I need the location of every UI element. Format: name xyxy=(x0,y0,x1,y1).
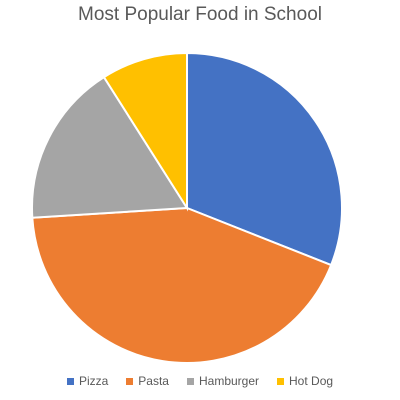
legend-item-pizza: Pizza xyxy=(66,374,109,388)
legend: Pizza Pasta Hamburger Hot Dog xyxy=(0,374,400,388)
chart-title: Most Popular Food in School xyxy=(78,4,322,25)
legend-label: Hot Dog xyxy=(289,374,334,388)
legend-item-hot-dog: Hot Dog xyxy=(277,374,333,388)
legend-label: Pizza xyxy=(78,374,109,388)
pie-slice-pizza xyxy=(186,51,343,267)
legend-swatch xyxy=(277,377,285,385)
pie-slice-hot-dog xyxy=(102,51,188,212)
legend-label: Hamburger xyxy=(198,374,260,388)
legend-swatch xyxy=(186,377,194,385)
legend-swatch xyxy=(126,377,134,385)
legend-item-pasta: Pasta xyxy=(126,374,169,388)
pie-slice-pasta xyxy=(31,206,333,364)
legend-label: Pasta xyxy=(138,374,169,388)
legend-swatch xyxy=(66,377,74,385)
legend-item-hamburger: Hamburger xyxy=(186,374,260,388)
pie-slice-hamburger xyxy=(31,75,189,219)
